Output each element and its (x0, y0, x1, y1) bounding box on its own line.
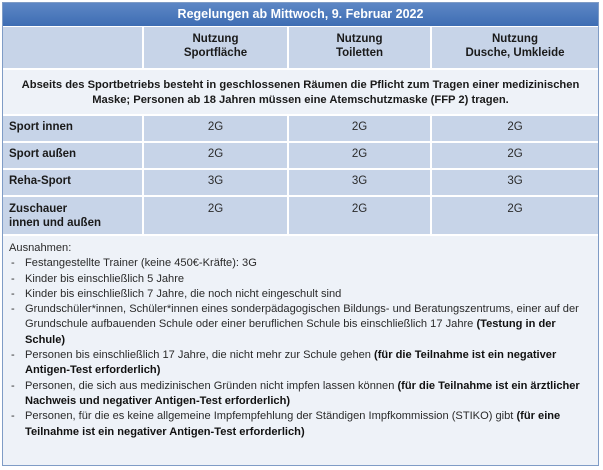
table-cell: 2G (142, 142, 288, 170)
regulations-table: Regelungen ab Mittwoch, 9. Februar 2022 … (2, 2, 599, 466)
column-header-line: Nutzung (336, 33, 383, 45)
exception-condition: (für die Teilnahme ist ein negativer Ant… (25, 349, 557, 377)
list-item: Kinder bis einschließlich 7 Jahre, die n… (9, 287, 590, 303)
table-cell: 2G (430, 196, 598, 236)
table-row: Sport innen 2G 2G 2G (3, 115, 598, 143)
row-label: Reha-Sport (3, 169, 143, 197)
table-cell: 2G (430, 115, 598, 143)
column-header-line: Sportfläche (183, 47, 248, 59)
table-title: Regelungen ab Mittwoch, 9. Februar 2022 (3, 3, 598, 27)
table-cell: 3G (142, 169, 288, 197)
list-item: Personen, die sich aus medizinischen Grü… (9, 379, 590, 410)
table-cell: 2G (142, 196, 288, 236)
list-item: Personen, für die es keine allgemeine Im… (9, 409, 590, 440)
row-label-line: Zuschauer (9, 203, 68, 215)
exception-condition: (für die Teilnahme ist ein ärztlicher Na… (25, 379, 580, 407)
exceptions-section: Ausnahmen: Festangestellte Trainer (kein… (3, 236, 598, 465)
column-header-dusche: Nutzung Dusche, Umkleide (430, 27, 598, 70)
row-label: Sport außen (3, 142, 143, 170)
row-label: Zuschauer innen und außen (3, 196, 143, 236)
column-header-line: Nutzung (492, 33, 538, 45)
mask-notice-row: Abseits des Sportbetriebs besteht in ges… (3, 69, 598, 116)
column-header-toiletten: Nutzung Toiletten (287, 27, 431, 70)
exception-text: Kinder bis einschließlich 7 Jahre, die n… (25, 287, 342, 300)
table-cell: 2G (287, 196, 431, 236)
table-row: Sport außen 2G 2G 2G (3, 142, 598, 170)
column-header-line: Dusche, Umkleide (465, 47, 565, 59)
exception-condition: (Testung in der Schule) (25, 318, 556, 346)
table-cell: 3G (287, 169, 431, 197)
table-cell: 2G (287, 142, 431, 170)
exception-condition: (für eine Teilnahme ist ein negativer An… (25, 410, 561, 438)
list-item: Personen bis einschließlich 17 Jahre, di… (9, 348, 590, 379)
table-row: Reha-Sport 3G 3G 3G (3, 169, 598, 197)
exception-text: Festangestellte Trainer (keine 450€-Kräf… (25, 257, 257, 270)
list-item: Festangestellte Trainer (keine 450€-Kräf… (9, 256, 590, 272)
list-item: Kinder bis einschließlich 5 Jahre (9, 272, 590, 288)
column-header-line: Nutzung (192, 33, 239, 45)
row-label: Sport innen (3, 115, 143, 143)
exceptions-list: Festangestellte Trainer (keine 450€-Kräf… (9, 256, 590, 440)
exception-text: Kinder bis einschließlich 5 Jahre (25, 272, 185, 285)
exception-text: Personen, die sich aus medizinischen Grü… (25, 379, 398, 392)
table-cell: 2G (142, 115, 288, 143)
exception-text: Grundschüler*innen, Schüler*innen eines … (25, 303, 579, 331)
table-row: Zuschauer innen und außen 2G 2G 2G (3, 196, 598, 236)
header-empty-cell (3, 27, 143, 70)
rules-grid: Nutzung Sportfläche Nutzung Toiletten Nu… (3, 27, 598, 236)
table-cell: 2G (287, 115, 431, 143)
list-item: Grundschüler*innen, Schüler*innen eines … (9, 302, 590, 348)
row-label-line: innen und außen (9, 217, 101, 229)
header-row: Nutzung Sportfläche Nutzung Toiletten Nu… (3, 27, 598, 70)
exception-text: Personen bis einschließlich 17 Jahre, di… (25, 349, 375, 362)
exceptions-heading: Ausnahmen: (9, 242, 72, 254)
table-cell: 2G (430, 142, 598, 170)
column-header-line: Toiletten (335, 47, 384, 59)
column-header-sportflaeche: Nutzung Sportfläche (142, 27, 288, 70)
table-cell: 3G (430, 169, 598, 197)
exception-text: Personen, für die es keine allgemeine Im… (25, 410, 517, 423)
mask-notice: Abseits des Sportbetriebs besteht in ges… (3, 69, 598, 116)
